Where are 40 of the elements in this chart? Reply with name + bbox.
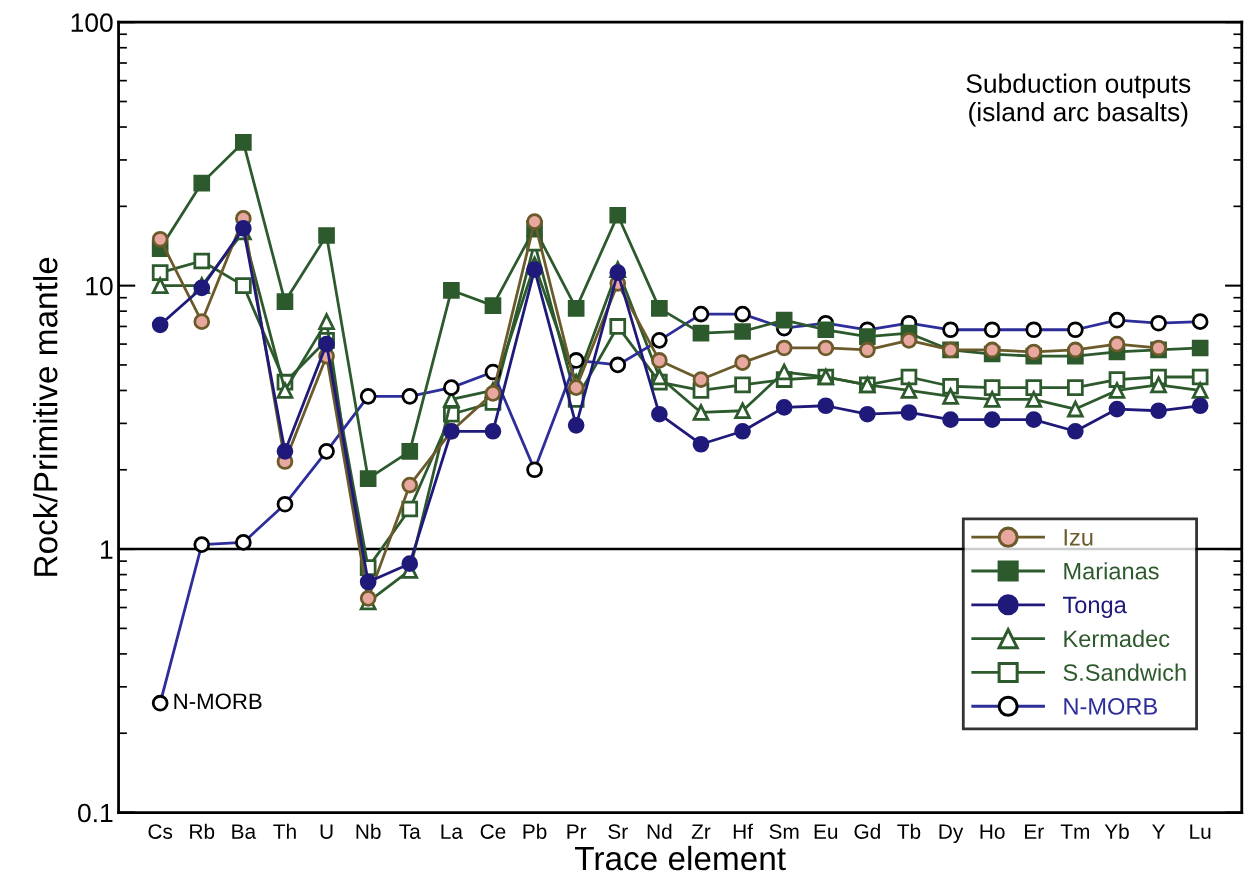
x-tick-label: La (441, 824, 463, 839)
legend-label: S.Sandwich (1063, 663, 1186, 681)
annotation: Subduction outputs (island arc basalts) (966, 73, 1191, 127)
annotation: N-MORB (174, 693, 262, 710)
x-tick-label: Ho (980, 824, 1005, 839)
x-tick-label: Sm (769, 824, 799, 839)
x-tick-label: Sr (608, 824, 628, 839)
x-tick-label: Tb (897, 823, 921, 839)
legend-label: N-MORB (1064, 698, 1157, 715)
x-tick-label: Rb (190, 823, 215, 839)
y-tick-label: 1 (101, 540, 113, 559)
legend-label: Marianas (1064, 562, 1159, 580)
legend-label: Izu (1064, 529, 1093, 546)
x-tick-label: Dy (939, 824, 964, 844)
y-tick-label: 0.1 (78, 803, 113, 823)
x-tick-label: Th (273, 823, 296, 839)
x-tick-label: Pb (523, 823, 547, 839)
x-tick-label: Er (1025, 824, 1044, 839)
legend-label: Tonga (1062, 596, 1127, 618)
x-tick-label: U (320, 824, 333, 839)
x-axis-title: Trace element (575, 845, 786, 871)
y-tick-label: 100 (71, 13, 113, 33)
x-tick-label: Cs (148, 824, 173, 839)
legend-label: Kermadec (1064, 629, 1170, 648)
x-tick-label: Y (1152, 824, 1166, 839)
x-tick-label: Nb (356, 823, 381, 839)
y-tick-label: 10 (86, 276, 113, 296)
x-tick-label: Eu (814, 824, 838, 839)
x-tick-label: Hf (733, 823, 754, 839)
y-axis-title: Rock/Primitive mantle (33, 257, 58, 576)
x-tick-label: Tm (1060, 824, 1090, 839)
x-tick-label: Yb (1104, 823, 1129, 839)
x-tick-label: Ta (399, 824, 421, 839)
x-tick-label: Ce (480, 824, 506, 839)
x-tick-label: Gd (854, 823, 880, 839)
x-tick-label: Nd (647, 823, 672, 839)
x-tick-label: Zr (691, 824, 711, 839)
x-tick-label: Ba (232, 824, 257, 839)
x-tick-label: Pr (567, 824, 587, 839)
x-tick-label: Lu (1190, 824, 1211, 839)
